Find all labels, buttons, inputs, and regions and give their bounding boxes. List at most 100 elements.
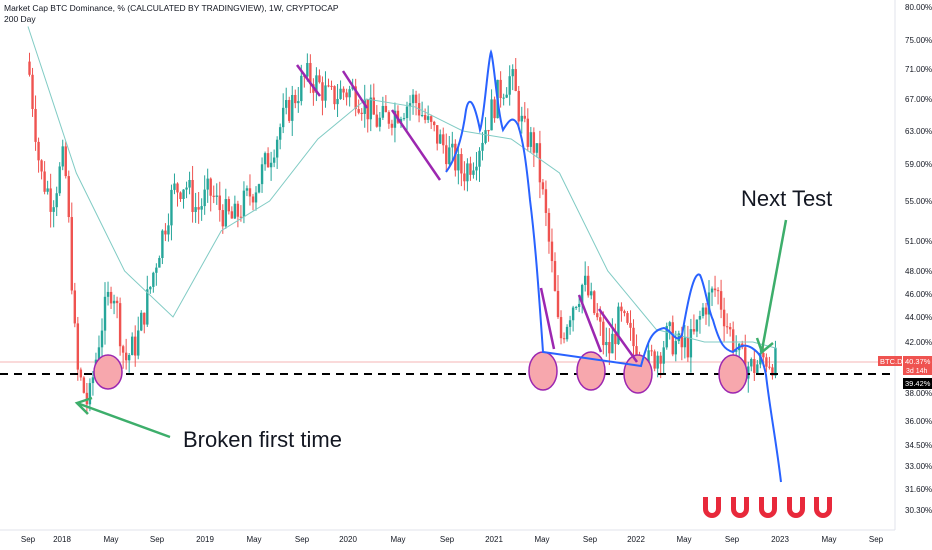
candle-body (245, 188, 249, 191)
candle-body (309, 62, 312, 85)
y-tick-label: 38.00% (905, 389, 932, 398)
candle-body (67, 176, 70, 218)
candle-body (481, 142, 484, 151)
candle-body (680, 333, 684, 348)
candle-body (49, 188, 52, 212)
chart-title: Market Cap BTC Dominance, % (CALCULATED … (4, 3, 339, 13)
candle-body (251, 196, 255, 203)
candle-body (574, 306, 578, 308)
candle-body (58, 166, 61, 194)
candles (28, 52, 777, 415)
support-circle (576, 351, 606, 391)
candle-body (668, 322, 671, 327)
candle-body (70, 217, 73, 291)
candle-body (121, 346, 125, 353)
candle-body (599, 317, 602, 322)
candle-body (73, 290, 77, 324)
candle-body (747, 366, 750, 379)
x-tick-label: Sep (869, 535, 884, 544)
candle-body (300, 75, 303, 102)
candle-body (695, 319, 699, 332)
candle-body (466, 163, 469, 182)
candle-body (478, 150, 481, 167)
candle-body (230, 211, 234, 219)
candle-body (448, 147, 451, 165)
y-tick-label: 48.00% (905, 267, 932, 276)
purple-trendlines (295, 64, 639, 363)
support-touch-circles (93, 351, 748, 394)
candle-body (734, 350, 738, 352)
y-tick-label: 59.00% (905, 160, 932, 169)
candle-body (339, 88, 342, 99)
candle-body (529, 132, 533, 147)
candle-body (127, 355, 131, 361)
annotation-arrows (74, 219, 788, 439)
candle-body (662, 347, 665, 364)
y-tick-label: 30.30% (905, 506, 932, 515)
candle-body (405, 106, 409, 119)
candle-body (130, 336, 134, 356)
candle-body (420, 114, 424, 116)
y-tick-label: 44.00% (905, 313, 932, 322)
candle-body (161, 230, 164, 259)
candle-body (692, 329, 696, 332)
candle-body (686, 337, 690, 358)
candle-body (487, 130, 490, 132)
candle-body (115, 300, 119, 304)
candle-body (556, 290, 560, 318)
candle-body (577, 303, 581, 307)
candle-body (43, 171, 46, 192)
candle-body (103, 296, 107, 331)
candle-body (445, 145, 448, 165)
candle-body (565, 326, 569, 340)
candle-body (614, 333, 617, 345)
candle-body (143, 312, 146, 325)
candle-body (149, 286, 152, 290)
candle-body (281, 107, 285, 128)
magnet-icon (703, 497, 721, 518)
candle-body (257, 184, 261, 193)
candle-body (608, 341, 611, 354)
trendline (597, 308, 639, 363)
candle-body (553, 261, 557, 291)
magnet-icon (787, 497, 805, 518)
candle-body (505, 94, 508, 98)
candle-body (291, 94, 294, 121)
trendline (295, 64, 322, 97)
x-tick-label: 2018 (53, 535, 71, 544)
magnet-icon (731, 497, 749, 518)
candle-body (269, 162, 273, 168)
candle-body (194, 207, 197, 213)
candle-body (674, 341, 677, 355)
candle-body (656, 355, 659, 369)
candle-body (457, 154, 460, 171)
candle-body (626, 313, 629, 323)
candle-body (719, 291, 723, 310)
projection-path (445, 49, 782, 483)
candle-body (713, 288, 717, 291)
candle-body (191, 179, 194, 213)
candle-body (221, 210, 224, 227)
candle-body (523, 115, 526, 119)
support-circle (718, 354, 748, 394)
candle-body (263, 153, 267, 165)
candle-body (426, 116, 430, 120)
level-tag (903, 378, 932, 389)
candle-body (188, 179, 191, 188)
y-axis-ticks: 80.00% 75.00% 71.00% 67.00% 63.00% 59.00% 55.0… (905, 3, 932, 515)
candle-body (774, 347, 777, 376)
candle-body (185, 187, 188, 190)
y-tick-label: 31.60% (905, 485, 932, 494)
candle-body (502, 97, 505, 99)
candle-body (538, 143, 542, 183)
candle-body (342, 88, 345, 93)
x-tick-label: 2022 (627, 535, 645, 544)
y-tick-label: 42.00% (905, 338, 932, 347)
candle-body (568, 320, 572, 327)
x-tick-label: May (246, 535, 261, 544)
candle-body (158, 258, 161, 268)
candle-body (372, 97, 375, 115)
candle-body (520, 115, 523, 122)
candle-body (146, 289, 149, 325)
